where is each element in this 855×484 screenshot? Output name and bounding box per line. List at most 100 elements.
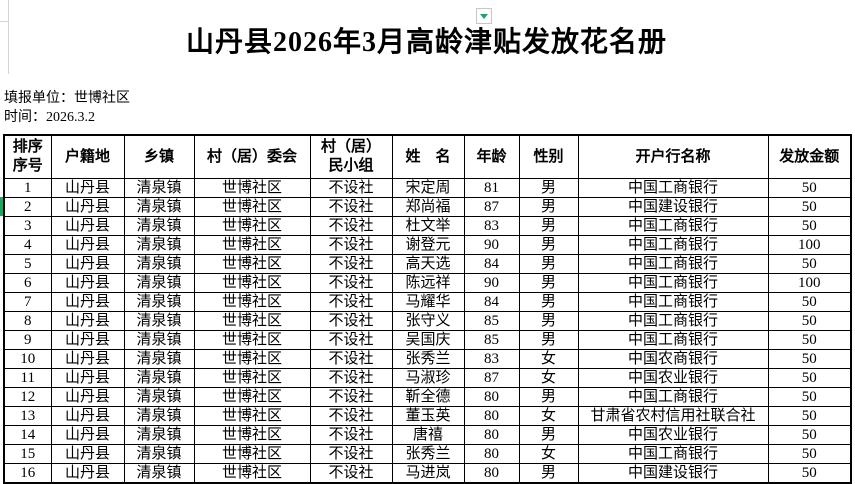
cell-r15-c3[interactable]: 世博社区	[193, 444, 311, 464]
cell-r11-c1[interactable]: 山丹县	[50, 368, 125, 388]
cell-r15-c4[interactable]: 不设社	[309, 444, 393, 464]
cell-r1-c5[interactable]: 宋定周	[391, 178, 465, 198]
cell-r2-c5[interactable]: 郑尚福	[391, 197, 465, 217]
cell-r7-c6[interactable]: 84	[463, 292, 520, 312]
cell-r7-c9[interactable]: 50	[767, 292, 852, 312]
cell-r9-c9[interactable]: 50	[767, 330, 852, 350]
cell-r7-c0[interactable]: 7	[3, 292, 52, 312]
cell-r10-c7[interactable]: 女	[518, 349, 579, 369]
cell-r6-c1[interactable]: 山丹县	[50, 273, 125, 293]
cell-r8-c1[interactable]: 山丹县	[50, 311, 125, 331]
cell-r2-c6[interactable]: 87	[463, 197, 520, 217]
cell-r8-c3[interactable]: 世博社区	[193, 311, 311, 331]
cell-r12-c6[interactable]: 80	[463, 387, 520, 407]
cell-r14-c3[interactable]: 世博社区	[193, 425, 311, 445]
cell-r4-c2[interactable]: 清泉镇	[123, 235, 195, 255]
cell-r16-c8[interactable]: 中国建设银行	[577, 463, 769, 484]
cell-r3-c6[interactable]: 83	[463, 216, 520, 236]
cell-r9-c5[interactable]: 吴国庆	[391, 330, 465, 350]
cell-r10-c9[interactable]: 50	[767, 349, 852, 369]
cell-r14-c0[interactable]: 14	[3, 425, 52, 445]
cell-r5-c3[interactable]: 世博社区	[193, 254, 311, 274]
cell-r13-c0[interactable]: 13	[3, 406, 52, 426]
cell-r2-c7[interactable]: 男	[518, 197, 579, 217]
cell-r5-c1[interactable]: 山丹县	[50, 254, 125, 274]
cell-r4-c1[interactable]: 山丹县	[50, 235, 125, 255]
cell-r4-c3[interactable]: 世博社区	[193, 235, 311, 255]
cell-r3-c9[interactable]: 50	[767, 216, 852, 236]
cell-r3-c8[interactable]: 中国工商银行	[577, 216, 769, 236]
cell-r16-c9[interactable]: 50	[767, 463, 852, 484]
cell-r6-c9[interactable]: 100	[767, 273, 852, 293]
header-cell-4[interactable]: 村（居） 民小组	[309, 134, 393, 179]
header-cell-0[interactable]: 排序 序号	[3, 134, 52, 179]
cell-r11-c4[interactable]: 不设社	[309, 368, 393, 388]
cell-r1-c7[interactable]: 男	[518, 178, 579, 198]
cell-r8-c9[interactable]: 50	[767, 311, 852, 331]
cell-r3-c2[interactable]: 清泉镇	[123, 216, 195, 236]
cell-r15-c5[interactable]: 张秀兰	[391, 444, 465, 464]
cell-r10-c6[interactable]: 83	[463, 349, 520, 369]
cell-r10-c2[interactable]: 清泉镇	[123, 349, 195, 369]
cell-r7-c3[interactable]: 世博社区	[193, 292, 311, 312]
cell-r12-c1[interactable]: 山丹县	[50, 387, 125, 407]
cell-r10-c8[interactable]: 中国农商银行	[577, 349, 769, 369]
cell-r14-c6[interactable]: 80	[463, 425, 520, 445]
cell-r11-c8[interactable]: 中国农业银行	[577, 368, 769, 388]
header-cell-9[interactable]: 发放金额	[767, 134, 852, 179]
cell-r15-c8[interactable]: 中国工商银行	[577, 444, 769, 464]
cell-r13-c8[interactable]: 甘肃省农村信用社联合社	[577, 406, 769, 426]
header-cell-2[interactable]: 乡镇	[123, 134, 195, 179]
cell-r5-c6[interactable]: 84	[463, 254, 520, 274]
cell-r5-c7[interactable]: 男	[518, 254, 579, 274]
header-cell-7[interactable]: 性别	[518, 134, 579, 179]
cell-r8-c0[interactable]: 8	[3, 311, 52, 331]
cell-r11-c6[interactable]: 87	[463, 368, 520, 388]
cell-r5-c0[interactable]: 5	[3, 254, 52, 274]
cell-r9-c8[interactable]: 中国工商银行	[577, 330, 769, 350]
cell-r6-c6[interactable]: 90	[463, 273, 520, 293]
cell-r12-c4[interactable]: 不设社	[309, 387, 393, 407]
cell-r16-c1[interactable]: 山丹县	[50, 463, 125, 484]
cell-r14-c5[interactable]: 唐禧	[391, 425, 465, 445]
cell-r5-c5[interactable]: 高天选	[391, 254, 465, 274]
cell-r11-c7[interactable]: 女	[518, 368, 579, 388]
cell-r9-c2[interactable]: 清泉镇	[123, 330, 195, 350]
cell-r2-c3[interactable]: 世博社区	[193, 197, 311, 217]
cell-r9-c4[interactable]: 不设社	[309, 330, 393, 350]
cell-r2-c1[interactable]: 山丹县	[50, 197, 125, 217]
cell-r3-c1[interactable]: 山丹县	[50, 216, 125, 236]
cell-r12-c5[interactable]: 靳全德	[391, 387, 465, 407]
header-cell-1[interactable]: 户籍地	[50, 134, 125, 179]
cell-r11-c2[interactable]: 清泉镇	[123, 368, 195, 388]
cell-r14-c8[interactable]: 中国农业银行	[577, 425, 769, 445]
cell-r16-c7[interactable]: 男	[518, 463, 579, 484]
cell-r8-c4[interactable]: 不设社	[309, 311, 393, 331]
cell-r1-c3[interactable]: 世博社区	[193, 178, 311, 198]
cell-r8-c8[interactable]: 中国工商银行	[577, 311, 769, 331]
cell-r3-c4[interactable]: 不设社	[309, 216, 393, 236]
cell-r13-c9[interactable]: 50	[767, 406, 852, 426]
cell-r5-c2[interactable]: 清泉镇	[123, 254, 195, 274]
header-cell-6[interactable]: 年龄	[463, 134, 520, 179]
header-cell-5[interactable]: 姓 名	[391, 134, 465, 179]
cell-r9-c7[interactable]: 男	[518, 330, 579, 350]
cell-r15-c0[interactable]: 15	[3, 444, 52, 464]
cell-r2-c9[interactable]: 50	[767, 197, 852, 217]
cell-r4-c6[interactable]: 90	[463, 235, 520, 255]
header-cell-8[interactable]: 开户行名称	[577, 134, 769, 179]
cell-r7-c4[interactable]: 不设社	[309, 292, 393, 312]
cell-r13-c2[interactable]: 清泉镇	[123, 406, 195, 426]
cell-r16-c6[interactable]: 80	[463, 463, 520, 484]
cell-r12-c2[interactable]: 清泉镇	[123, 387, 195, 407]
cell-r7-c5[interactable]: 马耀华	[391, 292, 465, 312]
cell-r5-c8[interactable]: 中国工商银行	[577, 254, 769, 274]
cell-r1-c2[interactable]: 清泉镇	[123, 178, 195, 198]
cell-r3-c5[interactable]: 杜文举	[391, 216, 465, 236]
cell-r10-c3[interactable]: 世博社区	[193, 349, 311, 369]
cell-r4-c8[interactable]: 中国工商银行	[577, 235, 769, 255]
cell-r14-c1[interactable]: 山丹县	[50, 425, 125, 445]
cell-r3-c7[interactable]: 男	[518, 216, 579, 236]
cell-r8-c6[interactable]: 85	[463, 311, 520, 331]
cell-r13-c5[interactable]: 董玉英	[391, 406, 465, 426]
